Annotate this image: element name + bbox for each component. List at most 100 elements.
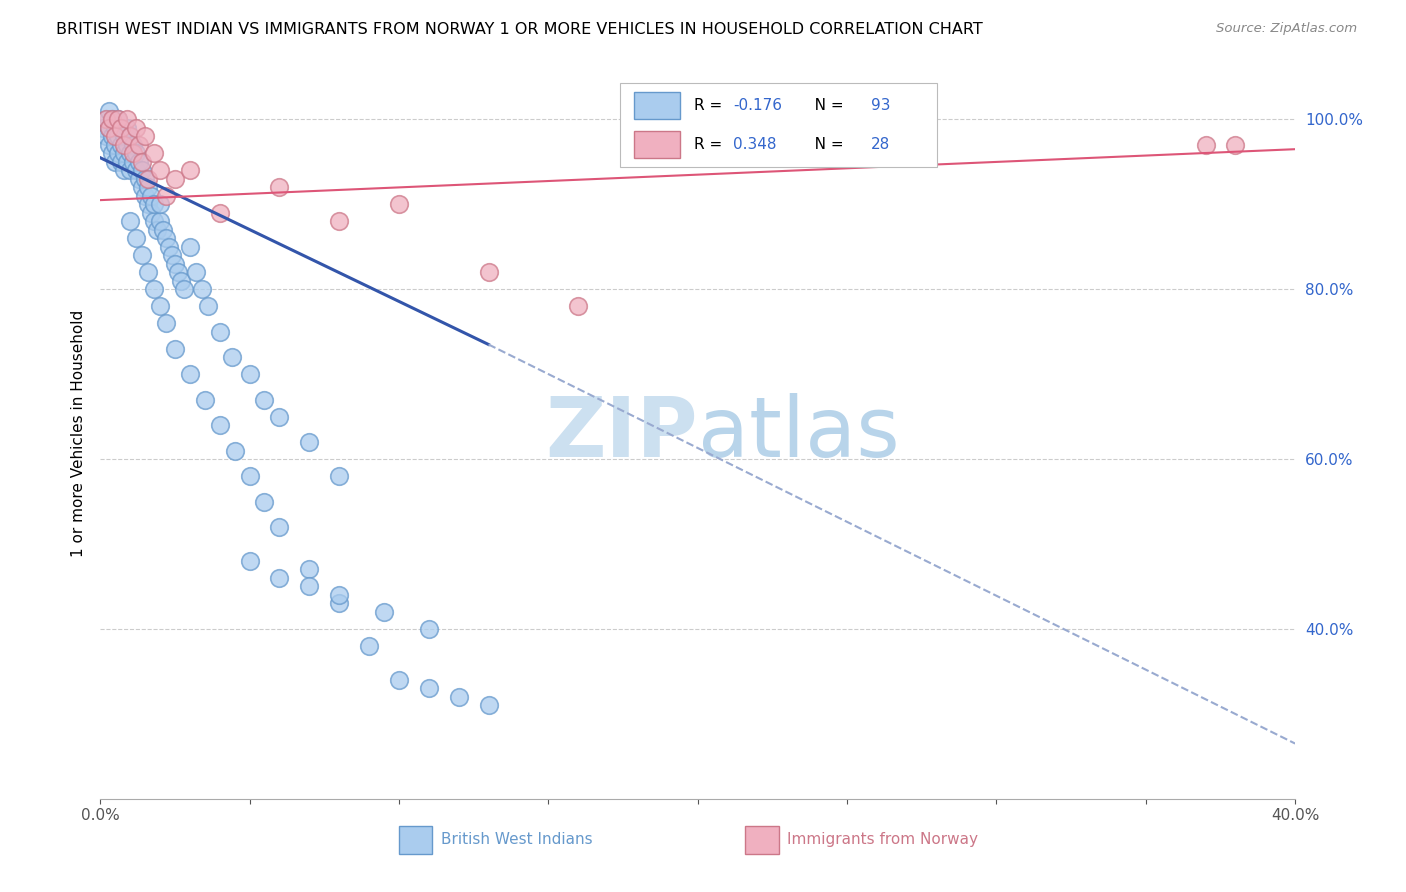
Point bbox=[269, 180, 291, 194]
Point bbox=[107, 146, 129, 161]
Point bbox=[125, 120, 148, 135]
Point bbox=[388, 197, 411, 211]
Point bbox=[149, 214, 172, 228]
Point bbox=[447, 690, 470, 704]
Text: Source: ZipAtlas.com: Source: ZipAtlas.com bbox=[1216, 22, 1357, 36]
Point bbox=[179, 163, 201, 178]
Text: N =: N = bbox=[800, 137, 849, 152]
Point bbox=[104, 129, 127, 144]
Point bbox=[115, 155, 138, 169]
Text: N =: N = bbox=[800, 98, 849, 113]
Text: BRITISH WEST INDIAN VS IMMIGRANTS FROM NORWAY 1 OR MORE VEHICLES IN HOUSEHOLD CO: BRITISH WEST INDIAN VS IMMIGRANTS FROM N… bbox=[56, 22, 983, 37]
Point bbox=[163, 342, 186, 356]
Point bbox=[328, 597, 350, 611]
Point bbox=[253, 494, 276, 508]
Point bbox=[122, 137, 145, 152]
Point bbox=[98, 103, 121, 118]
Bar bbox=[399, 826, 433, 854]
Point bbox=[170, 274, 193, 288]
Point bbox=[238, 368, 260, 382]
Point bbox=[163, 257, 186, 271]
Point bbox=[134, 189, 156, 203]
Point bbox=[139, 189, 162, 203]
Point bbox=[1225, 137, 1247, 152]
Point bbox=[221, 350, 243, 364]
Point bbox=[110, 155, 132, 169]
Point bbox=[477, 698, 499, 713]
Point bbox=[118, 163, 141, 178]
Point bbox=[118, 129, 141, 144]
Point bbox=[131, 180, 153, 194]
Text: atlas: atlas bbox=[697, 393, 900, 475]
Point bbox=[142, 214, 165, 228]
Point bbox=[118, 129, 141, 144]
Point bbox=[112, 146, 135, 161]
Point bbox=[208, 325, 231, 339]
Point bbox=[1194, 137, 1216, 152]
Point bbox=[373, 605, 395, 619]
Point bbox=[104, 120, 127, 135]
Bar bbox=[634, 131, 679, 158]
Point bbox=[179, 368, 201, 382]
Point bbox=[101, 112, 124, 127]
Point bbox=[94, 112, 117, 127]
Point bbox=[136, 172, 159, 186]
Point bbox=[139, 206, 162, 220]
Point bbox=[125, 146, 148, 161]
Point bbox=[567, 299, 589, 313]
Point bbox=[208, 206, 231, 220]
Y-axis label: 1 or more Vehicles in Household: 1 or more Vehicles in Household bbox=[72, 310, 86, 558]
Point bbox=[328, 588, 350, 602]
Point bbox=[94, 129, 117, 144]
Point bbox=[112, 163, 135, 178]
Point bbox=[128, 137, 150, 152]
Point bbox=[91, 120, 114, 135]
Point bbox=[152, 223, 174, 237]
Point bbox=[146, 223, 169, 237]
Point bbox=[110, 137, 132, 152]
Bar bbox=[620, 83, 936, 167]
Point bbox=[155, 189, 177, 203]
Text: -0.176: -0.176 bbox=[734, 98, 783, 113]
Point bbox=[131, 155, 153, 169]
Text: R =: R = bbox=[695, 98, 727, 113]
Point bbox=[142, 197, 165, 211]
Point bbox=[269, 520, 291, 534]
Point bbox=[160, 248, 183, 262]
Text: 0.348: 0.348 bbox=[734, 137, 778, 152]
Text: R =: R = bbox=[695, 137, 727, 152]
Point bbox=[224, 443, 246, 458]
Point bbox=[269, 409, 291, 424]
Point bbox=[110, 120, 132, 135]
Point bbox=[197, 299, 219, 313]
Point bbox=[107, 129, 129, 144]
Point bbox=[101, 146, 124, 161]
Point bbox=[179, 240, 201, 254]
Point bbox=[238, 469, 260, 483]
Point bbox=[107, 112, 129, 127]
Text: ZIP: ZIP bbox=[546, 393, 697, 475]
Bar bbox=[634, 93, 679, 120]
Point bbox=[418, 681, 440, 696]
Point bbox=[112, 137, 135, 152]
Point bbox=[134, 172, 156, 186]
Point bbox=[101, 112, 124, 127]
Point bbox=[136, 180, 159, 194]
Point bbox=[128, 155, 150, 169]
Point bbox=[118, 214, 141, 228]
Point bbox=[104, 137, 127, 152]
Point bbox=[357, 639, 380, 653]
Text: Immigrants from Norway: Immigrants from Norway bbox=[787, 832, 979, 847]
Point bbox=[149, 299, 172, 313]
Point bbox=[136, 265, 159, 279]
Point bbox=[208, 418, 231, 433]
Point bbox=[107, 112, 129, 127]
Point bbox=[104, 155, 127, 169]
Point bbox=[163, 172, 186, 186]
Point bbox=[125, 163, 148, 178]
Point bbox=[184, 265, 207, 279]
Point bbox=[328, 469, 350, 483]
Point bbox=[134, 129, 156, 144]
Point bbox=[118, 146, 141, 161]
Point bbox=[125, 231, 148, 245]
